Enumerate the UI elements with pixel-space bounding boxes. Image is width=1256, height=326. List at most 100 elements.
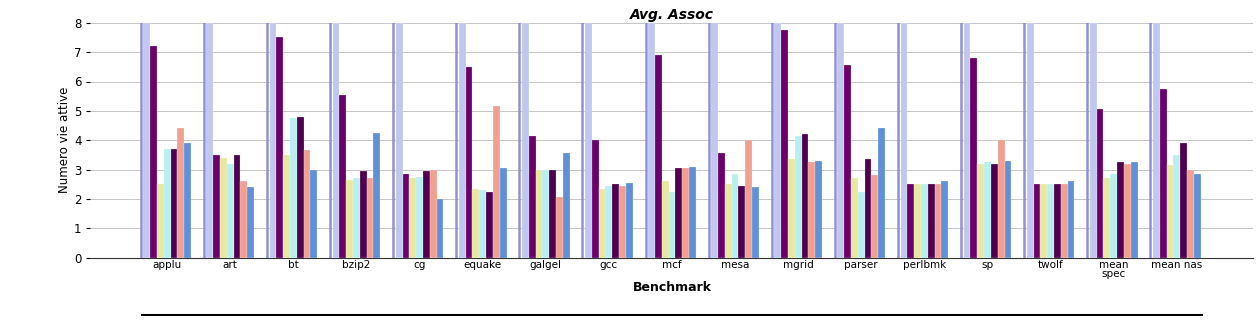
Bar bbox=[151, 46, 157, 258]
Bar bbox=[878, 128, 885, 258]
Bar bbox=[745, 140, 752, 258]
Bar bbox=[963, 23, 971, 258]
Bar bbox=[1193, 174, 1201, 258]
Bar bbox=[163, 149, 171, 258]
Bar bbox=[143, 23, 151, 258]
Bar bbox=[1054, 184, 1061, 258]
Bar bbox=[1034, 184, 1040, 258]
Bar bbox=[838, 23, 844, 258]
Bar bbox=[599, 188, 605, 258]
Bar bbox=[472, 188, 480, 258]
Bar bbox=[1026, 23, 1034, 258]
Bar bbox=[625, 183, 633, 258]
Bar bbox=[662, 181, 668, 258]
Bar bbox=[563, 153, 570, 258]
Bar bbox=[157, 184, 163, 258]
Bar bbox=[304, 151, 310, 258]
Bar bbox=[529, 136, 535, 258]
Bar bbox=[1117, 162, 1124, 258]
Bar bbox=[1181, 143, 1187, 258]
X-axis label: Benchmark: Benchmark bbox=[633, 280, 711, 293]
Bar bbox=[1173, 155, 1181, 258]
Bar bbox=[585, 23, 592, 258]
Bar bbox=[1096, 109, 1104, 258]
Bar bbox=[914, 184, 921, 258]
Bar bbox=[416, 177, 423, 258]
Bar bbox=[480, 190, 486, 258]
Bar bbox=[535, 170, 543, 258]
Bar bbox=[234, 155, 240, 258]
Bar bbox=[290, 118, 296, 258]
Bar bbox=[901, 23, 907, 258]
Bar bbox=[347, 180, 353, 258]
Bar bbox=[718, 153, 725, 258]
Bar bbox=[458, 23, 466, 258]
Bar bbox=[774, 23, 781, 258]
Bar bbox=[864, 159, 872, 258]
Bar bbox=[1167, 165, 1173, 258]
Bar bbox=[423, 171, 430, 258]
Y-axis label: Numero vie attive: Numero vie attive bbox=[58, 87, 72, 193]
Bar bbox=[339, 95, 347, 258]
Bar bbox=[409, 178, 416, 258]
Bar bbox=[725, 184, 732, 258]
Bar bbox=[220, 158, 227, 258]
Bar bbox=[592, 140, 599, 258]
Bar bbox=[206, 23, 214, 258]
Bar bbox=[907, 184, 914, 258]
Bar bbox=[353, 178, 360, 258]
Bar bbox=[858, 191, 864, 258]
Bar bbox=[872, 175, 878, 258]
Bar bbox=[1040, 184, 1048, 258]
Bar bbox=[934, 184, 942, 258]
Bar bbox=[983, 162, 991, 258]
Bar bbox=[177, 128, 185, 258]
Bar bbox=[690, 167, 696, 258]
Bar bbox=[1130, 162, 1138, 258]
Bar bbox=[240, 181, 247, 258]
Bar bbox=[619, 185, 625, 258]
Bar bbox=[247, 187, 254, 258]
Bar bbox=[1104, 178, 1110, 258]
Title: Avg. Assoc: Avg. Assoc bbox=[631, 7, 713, 22]
Bar bbox=[605, 185, 612, 258]
Bar bbox=[270, 23, 276, 258]
Bar bbox=[801, 134, 809, 258]
Bar bbox=[1124, 164, 1130, 258]
Bar bbox=[1110, 174, 1117, 258]
Bar bbox=[296, 117, 304, 258]
Bar bbox=[648, 23, 654, 258]
Bar bbox=[732, 174, 739, 258]
Bar bbox=[430, 170, 437, 258]
Bar bbox=[809, 162, 815, 258]
Bar bbox=[781, 30, 788, 258]
Bar bbox=[283, 155, 290, 258]
Bar bbox=[1048, 184, 1054, 258]
Bar bbox=[815, 161, 821, 258]
Bar bbox=[396, 23, 402, 258]
Bar bbox=[310, 170, 318, 258]
Bar bbox=[185, 143, 191, 258]
Bar bbox=[928, 184, 934, 258]
Bar bbox=[549, 170, 556, 258]
Bar bbox=[1090, 23, 1096, 258]
Bar bbox=[1159, 89, 1167, 258]
Bar bbox=[971, 58, 977, 258]
Bar bbox=[227, 164, 234, 258]
Bar bbox=[214, 155, 220, 258]
Bar bbox=[1187, 170, 1193, 258]
Bar bbox=[543, 170, 549, 258]
Bar bbox=[1061, 184, 1068, 258]
Bar bbox=[752, 187, 759, 258]
Bar bbox=[367, 178, 373, 258]
Bar bbox=[486, 191, 492, 258]
Bar bbox=[171, 149, 177, 258]
Bar bbox=[852, 178, 858, 258]
Bar bbox=[942, 181, 948, 258]
Bar bbox=[1005, 161, 1011, 258]
Bar bbox=[492, 106, 500, 258]
Bar bbox=[682, 168, 690, 258]
Bar bbox=[676, 168, 682, 258]
Bar bbox=[654, 55, 662, 258]
Bar bbox=[522, 23, 529, 258]
